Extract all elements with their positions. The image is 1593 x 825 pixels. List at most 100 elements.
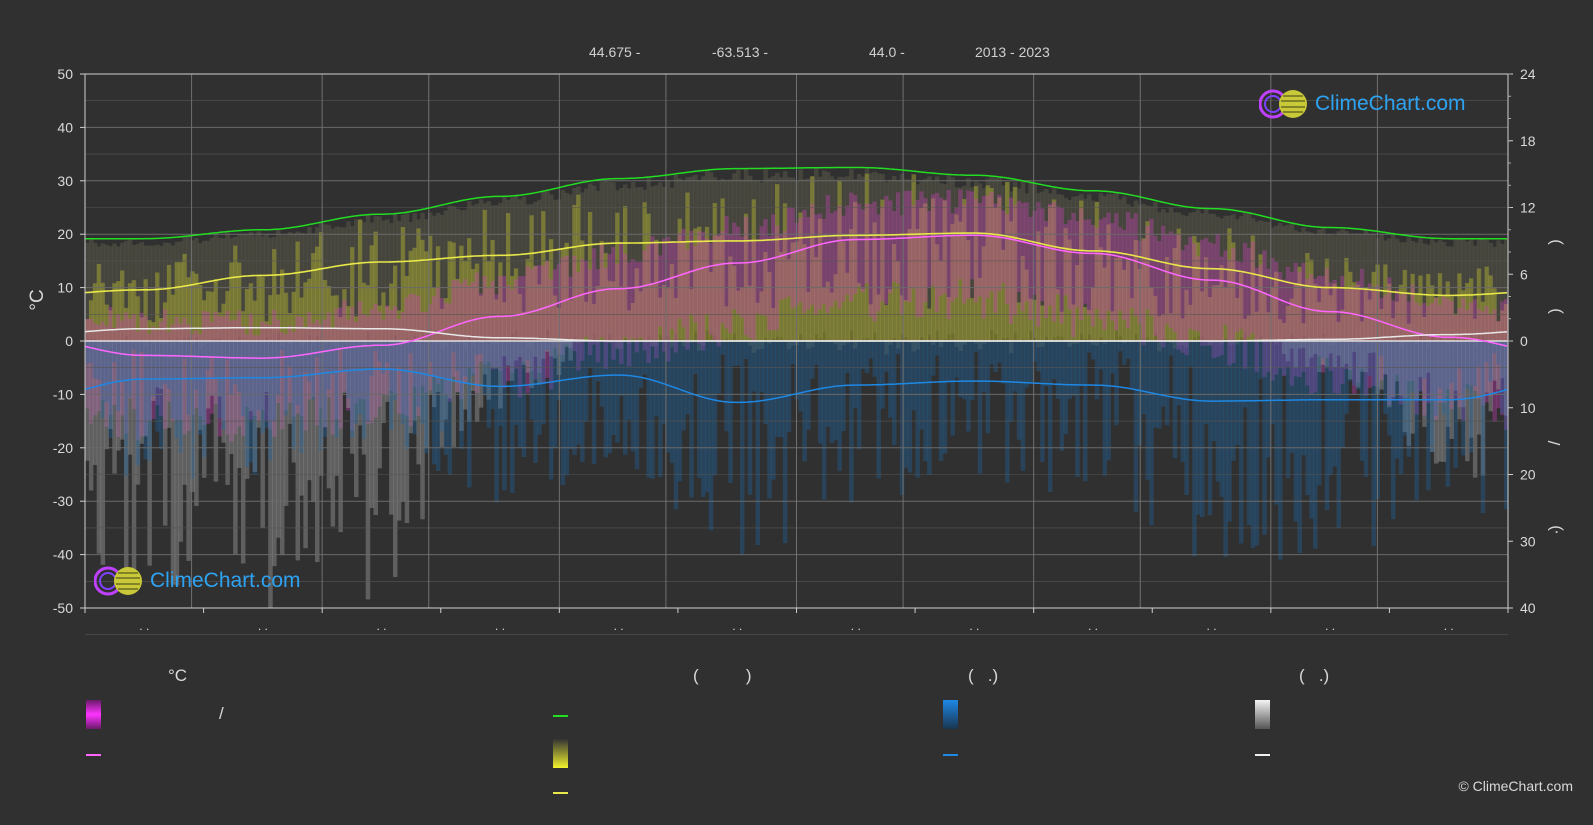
sunshine-bar [350, 247, 355, 341]
precip-bar [1430, 341, 1435, 453]
temp-range-bar [545, 260, 550, 378]
daylight-bar [1250, 218, 1256, 340]
sunshine-bar [1157, 316, 1162, 341]
daylight-bar [303, 233, 308, 345]
sunshine-bar [1219, 265, 1224, 341]
sunshine-bar [151, 322, 156, 341]
sunshine-bar [985, 185, 991, 341]
precip-bar [1188, 341, 1193, 367]
sunshine-bar [396, 310, 402, 341]
temp-range-bar [474, 272, 480, 394]
daylight-bar [564, 192, 570, 348]
precip-bar [463, 341, 468, 377]
precip-bar [209, 341, 215, 357]
temp-range-bar [868, 203, 874, 317]
precip-bar [131, 341, 137, 350]
sunshine-bar [1005, 181, 1010, 341]
sunshine-bar [708, 272, 714, 341]
temp-range-bar [1098, 219, 1104, 320]
temp-range-bar [1024, 202, 1030, 302]
precip-bar [326, 341, 332, 390]
sunshine-bar [1012, 187, 1018, 341]
daylight-bar [642, 189, 648, 343]
precip-bar [498, 341, 503, 426]
sunshine-bar [1020, 255, 1026, 341]
precip-bar [1480, 341, 1486, 514]
snow-bar [186, 341, 191, 561]
precip-bar [545, 341, 550, 351]
sunshine-bar [712, 203, 718, 341]
sunshine-bar [244, 289, 250, 341]
brand-logo-bottom[interactable]: ClimeChart.com [94, 565, 301, 597]
precip-bar [1472, 341, 1478, 387]
temp-range-bar [287, 325, 293, 403]
sunshine-bar [880, 199, 885, 341]
temp-range-bar [502, 276, 507, 388]
sunshine-bar [318, 232, 324, 341]
sunshine-bar [233, 245, 238, 341]
daylight-bar [580, 192, 585, 341]
precip-bar [509, 341, 515, 493]
temp-range-bar [778, 234, 784, 300]
daylight-bar [1433, 242, 1439, 341]
sunshine-bar [1032, 299, 1037, 341]
daylight-bar [1352, 233, 1357, 339]
daylight-bar [377, 216, 382, 344]
sunshine-bar [198, 285, 203, 341]
daylight-bar [513, 196, 519, 330]
daylight-bar [1402, 242, 1408, 342]
snow-bar [248, 341, 254, 412]
daylight-bar [1492, 246, 1497, 348]
temp-range-bar [837, 205, 842, 309]
sunshine-bar [1044, 226, 1049, 341]
sunshine-bar [1496, 321, 1501, 341]
precip-bar [435, 341, 441, 471]
temp-range-bar [1219, 256, 1224, 356]
sunshine-bar [264, 321, 269, 341]
sunshine-bar [1196, 242, 1201, 341]
daylight-bar [1005, 182, 1010, 338]
precip-bar [1114, 341, 1119, 426]
temp-range-bar [1313, 278, 1318, 393]
precip-bar [361, 341, 367, 439]
snow-bar [1305, 341, 1310, 367]
y-tick-label-left: -40 [53, 547, 73, 563]
snow-bar [474, 341, 480, 422]
brand-logo-top[interactable]: ClimeChart.com [1259, 88, 1466, 120]
precip-bar [1161, 341, 1166, 407]
sunshine-bar [486, 261, 492, 341]
temp-range-bar [279, 332, 285, 430]
sunshine-bar [276, 294, 281, 341]
x-tick-label: . . [1088, 619, 1098, 633]
snow-bar [396, 341, 402, 521]
precip-bar [513, 341, 519, 425]
temp-range-bar [463, 279, 468, 383]
temp-range-bar [1133, 213, 1139, 317]
snow-bar [1414, 341, 1419, 399]
snow-bar [88, 341, 94, 491]
sunshine-bar [1001, 249, 1006, 341]
snow-bar [108, 341, 113, 430]
sunshine-bar [400, 227, 406, 341]
precip-bar [537, 341, 542, 435]
sunshine-bar [1145, 221, 1150, 341]
precip-bar [279, 341, 285, 350]
temp-range-bar [541, 265, 546, 384]
snow-bar [1461, 341, 1466, 408]
snow-bar [385, 341, 390, 402]
temp-range-bar [408, 293, 414, 426]
precip-bar [315, 341, 320, 358]
precip-bar [1086, 341, 1092, 353]
snow-bar [1367, 341, 1373, 354]
precip-bar [1316, 341, 1322, 486]
daylight-bar [786, 177, 792, 350]
precip-bar [821, 341, 827, 500]
daylight-bar [1086, 194, 1092, 335]
snow-bar [264, 341, 269, 392]
x-tick-label: . . [376, 619, 386, 633]
y-axis-label-right: ) [1545, 239, 1564, 245]
sunshine-bar [88, 300, 94, 341]
sunshine-bar [170, 294, 176, 341]
precip-bar [1414, 341, 1419, 501]
